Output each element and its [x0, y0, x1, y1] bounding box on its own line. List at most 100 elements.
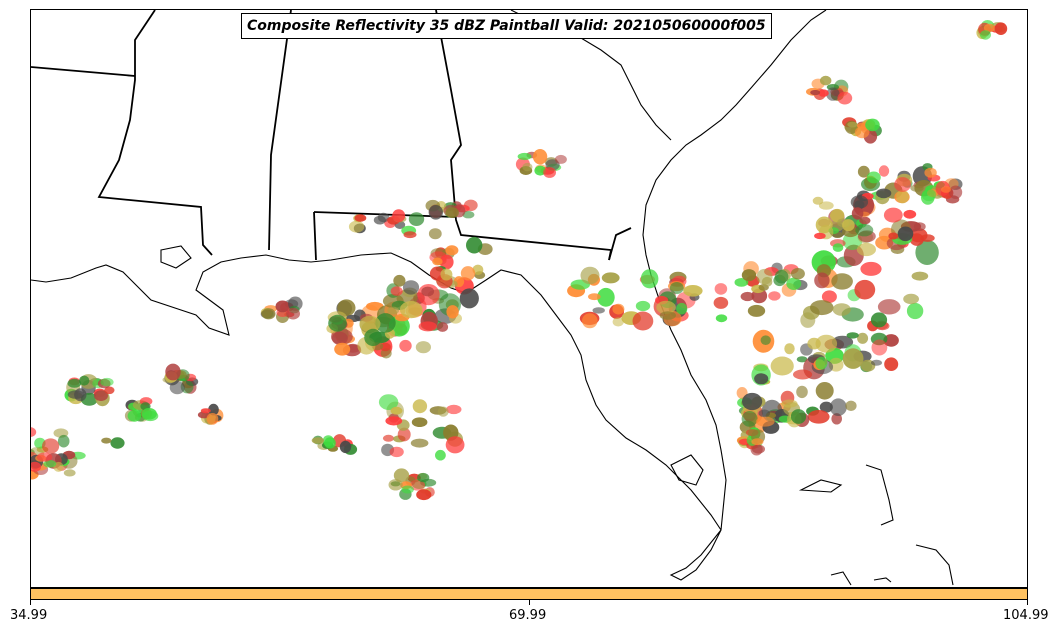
storm-cell	[941, 186, 951, 193]
storm-cell	[435, 449, 446, 461]
storm-cell	[832, 303, 851, 316]
storm-cell	[983, 23, 996, 32]
storm-cell	[104, 386, 115, 395]
storm-cell	[871, 339, 888, 356]
storm-cell	[903, 209, 917, 219]
storm-cell	[796, 356, 808, 363]
storm-cell	[915, 239, 939, 265]
storm-cell	[440, 268, 453, 281]
storm-cell	[859, 216, 871, 225]
storm-cell	[845, 400, 857, 411]
storm-cell	[354, 214, 367, 222]
storm-cell	[101, 437, 112, 444]
storm-cell	[417, 472, 430, 483]
storm-cell	[818, 89, 829, 97]
storm-cell	[390, 286, 403, 296]
storm-cell	[851, 207, 864, 220]
storm-cell	[815, 382, 834, 400]
storm-cell	[582, 313, 598, 329]
storm-cell	[597, 287, 615, 307]
storm-cell	[462, 211, 475, 219]
storm-cell	[421, 286, 435, 297]
colorbar	[30, 588, 1028, 600]
storm-cell	[378, 394, 399, 410]
storm-cell	[832, 243, 844, 252]
storm-cell	[459, 288, 479, 309]
storm-cell	[592, 307, 605, 314]
storm-cell	[324, 437, 336, 449]
colorbar-tick	[30, 600, 31, 605]
storm-cell	[393, 468, 410, 483]
storm-cell	[888, 232, 899, 240]
storm-cell	[472, 264, 484, 275]
storm-cell	[865, 118, 880, 132]
storm-cell	[758, 409, 770, 418]
storm-cell	[200, 408, 211, 414]
storm-cell	[31, 461, 42, 472]
map-frame[interactable]	[30, 9, 1028, 588]
storm-cell	[896, 189, 909, 204]
storm-cell	[854, 126, 870, 139]
storm-cell	[877, 299, 901, 315]
storm-cell	[812, 196, 824, 205]
storm-cell	[532, 149, 548, 165]
storm-cell	[807, 410, 830, 424]
storm-cell	[761, 276, 773, 287]
storm-cell	[601, 272, 620, 284]
storm-cell	[870, 359, 883, 366]
storm-cell	[854, 200, 865, 210]
storm-cell	[79, 375, 90, 386]
storm-cell	[826, 87, 840, 101]
storm-cell	[831, 413, 842, 425]
storm-cell	[846, 332, 859, 339]
storm-cell	[815, 356, 828, 370]
storm-cell	[857, 165, 870, 178]
storm-cell	[375, 313, 396, 333]
colorbar-tick	[529, 600, 530, 605]
storm-cell	[141, 408, 157, 420]
storm-cell	[821, 290, 837, 304]
storm-cell	[866, 171, 881, 184]
storm-cell	[878, 165, 890, 177]
storm-cell	[460, 266, 476, 281]
storm-cell	[402, 280, 420, 295]
storm-cell	[810, 300, 834, 316]
storm-cell	[796, 385, 808, 399]
storm-cell	[446, 404, 462, 415]
storm-cell	[410, 438, 429, 448]
storm-cell	[829, 398, 847, 417]
storm-cell	[334, 342, 351, 356]
storm-cell	[847, 121, 858, 128]
storm-cell	[337, 299, 356, 317]
storm-cell	[127, 410, 142, 422]
storm-cell	[415, 341, 431, 354]
storm-cell	[714, 283, 728, 295]
storm-cell	[876, 188, 892, 199]
storm-cell	[261, 308, 276, 320]
storm-cell	[416, 489, 432, 501]
storm-cell	[612, 303, 625, 315]
storm-cell	[793, 369, 813, 380]
storm-cell	[842, 219, 855, 232]
storm-cell	[790, 268, 805, 280]
storm-cell	[754, 373, 769, 385]
storm-cell	[911, 271, 929, 281]
storm-cell	[382, 434, 395, 442]
storm-cell	[741, 269, 757, 282]
storm-cell	[445, 245, 459, 256]
storm-cell	[854, 279, 876, 300]
storm-cell	[656, 300, 676, 314]
radar-map	[31, 10, 1008, 586]
storm-cell	[884, 357, 899, 372]
storm-cell	[883, 207, 903, 223]
storm-cell	[856, 242, 877, 257]
storm-cell	[206, 413, 219, 425]
storm-cell	[588, 293, 601, 301]
storm-cell	[67, 378, 82, 388]
storm-cell	[339, 440, 352, 454]
storm-cell	[870, 312, 888, 328]
storm-cell	[94, 390, 108, 401]
storm-cell	[359, 315, 381, 333]
storm-cell	[517, 152, 532, 161]
storm-cell	[412, 399, 428, 414]
